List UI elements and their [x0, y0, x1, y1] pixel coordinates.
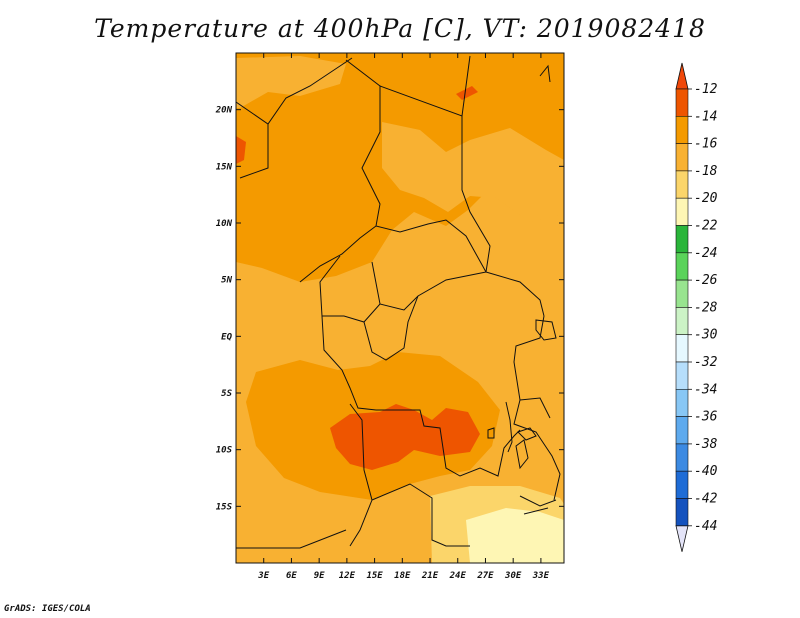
x-tick-label: 15E	[366, 571, 383, 581]
colorbar-label: -32	[694, 355, 718, 370]
colorbar-label: -22	[694, 219, 718, 234]
lakes	[487, 64, 557, 515]
y-tick-label: 5S	[221, 389, 232, 399]
grads-credit: GrADS: IGES/COLA	[4, 604, 91, 614]
colorbar-label: -24	[694, 246, 717, 261]
colorbar-label: -28	[694, 300, 718, 315]
colorbar-box	[675, 279, 689, 308]
colorbar-label: -44	[694, 519, 717, 534]
colorbar-box	[675, 197, 689, 226]
colorbar-box	[675, 88, 689, 117]
x-tick-label: 33E	[532, 571, 550, 581]
colorbar-label: -20	[694, 191, 718, 206]
colorbar-box	[675, 307, 689, 335]
x-tick-label: 30E	[504, 571, 522, 581]
colorbar-label: -12	[694, 82, 718, 97]
colorbar-box	[675, 361, 689, 390]
colorbar-under-triangle	[675, 525, 689, 552]
field-band-14-12	[330, 404, 480, 470]
x-tick-label: 24E	[449, 571, 467, 581]
colorbar-box	[675, 388, 689, 417]
colorbar-label: -16	[694, 137, 718, 152]
field-band-18-16-northwest	[236, 56, 346, 108]
colorbar-label: -30	[694, 328, 718, 343]
colorbar-label: -36	[694, 410, 718, 425]
colorbar-label: -14	[694, 109, 717, 124]
x-tick-label: 3E	[257, 571, 269, 581]
y-tick-label: 15S	[216, 502, 233, 512]
y-tick-label: EQ	[221, 332, 232, 342]
colorbar-box	[675, 443, 689, 472]
colorbar: -12 -14 -16 -18 -20 -22 -24 -26 -28 -30 -32 -34 -36 -…	[675, 62, 718, 552]
chart-title: Temperature at 400hPa [C], VT: 201908241…	[94, 14, 706, 43]
colorbar-label: -18	[694, 164, 718, 179]
colorbar-label: -42	[694, 492, 718, 507]
x-tick-label: 27E	[476, 571, 494, 581]
map-frame	[235, 52, 565, 564]
colorbar-box	[675, 143, 689, 172]
colorbar-box	[675, 170, 689, 199]
x-tick-label: 9E	[314, 571, 325, 581]
x-tick-label: 12E	[339, 571, 356, 581]
field-band-14-12-ne	[456, 86, 478, 100]
colorbar-label: -34	[694, 382, 717, 397]
colorbar-box	[675, 498, 689, 527]
country-borders	[236, 55, 561, 549]
y-tick-label: 10S	[216, 446, 233, 456]
colorbar-over-triangle	[675, 62, 689, 90]
colorbar-label: -40	[694, 464, 718, 479]
colorbar-box	[675, 225, 689, 254]
x-tick-label: 21E	[421, 571, 439, 581]
colorbar-label: -26	[694, 273, 718, 288]
y-tick-label: 10N	[216, 219, 233, 229]
colorbar-box	[675, 470, 689, 499]
y-axis: 20N 15N 10N 5N EQ 5S 10S 15S	[215, 106, 564, 512]
colorbar-box	[675, 334, 689, 363]
y-tick-label: 15N	[216, 162, 233, 172]
field-band-14-12-nw	[236, 136, 246, 164]
colorbar-box	[675, 116, 689, 144]
colorbar-box	[675, 252, 689, 281]
field-band-18-16-north	[382, 122, 564, 222]
field-band-22-20	[466, 508, 564, 563]
x-axis: 3E 6E 9E 12E 15E 18E 21E 24E 27E 30E 33E	[257, 53, 550, 581]
y-tick-label: 20N	[215, 106, 233, 116]
x-tick-label: 18E	[394, 571, 411, 581]
colorbar-label: -38	[694, 437, 718, 452]
x-tick-label: 6E	[286, 571, 297, 581]
y-tick-label: 5N	[221, 276, 232, 286]
colorbar-box	[675, 416, 689, 445]
